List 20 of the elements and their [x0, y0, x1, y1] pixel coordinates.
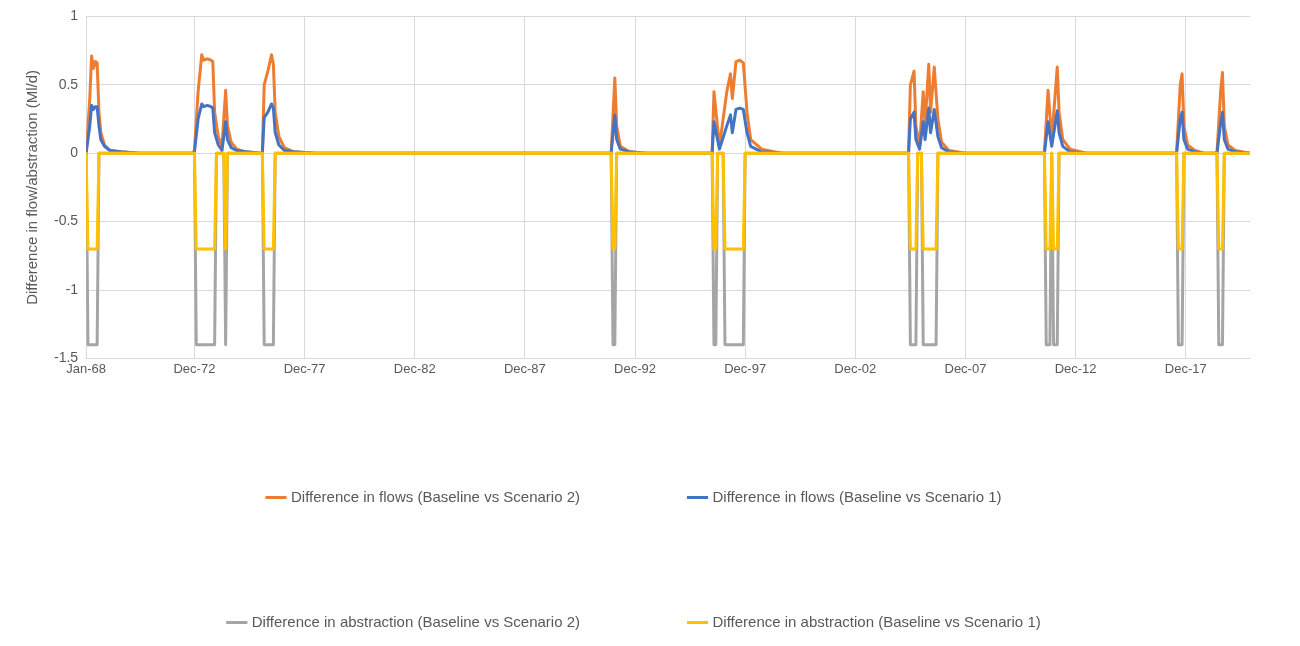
x-tick-label: Dec-17 — [1164, 360, 1207, 376]
legend-label: Difference in abstraction (Baseline vs Scenario 2) — [251, 612, 581, 630]
y-tick-label: -1 — [65, 280, 79, 297]
legend-label: Difference in flows (Baseline vs Scenario 2) — [290, 487, 581, 505]
x-tick-label: Dec-07 — [944, 360, 987, 376]
legend-label: Difference in abstraction (Baseline vs Scenario 1) — [712, 612, 1041, 630]
x-tick-label: Dec-97 — [724, 360, 767, 376]
x-tick-label: Dec-72 — [173, 360, 216, 376]
x-tick-label: Dec-87 — [503, 360, 546, 376]
legend-label: Difference in flows (Baseline vs Scenario 1) — [712, 487, 1002, 505]
x-tick-label: Dec-12 — [1054, 360, 1097, 376]
y-axis-title: Difference in flow/abstraction (Ml/d) — [23, 69, 41, 305]
y-tick-label: 0.5 — [58, 75, 79, 92]
x-tick-label: Dec-77 — [283, 360, 326, 376]
y-tick-label: 0 — [70, 144, 79, 161]
x-tick-label: Dec-82 — [393, 360, 436, 376]
y-tick-label: -0.5 — [54, 212, 79, 229]
y-tick-label: 1 — [70, 7, 79, 24]
x-tick-label: Dec-02 — [834, 360, 877, 376]
x-tick-label: Dec-92 — [614, 360, 656, 376]
